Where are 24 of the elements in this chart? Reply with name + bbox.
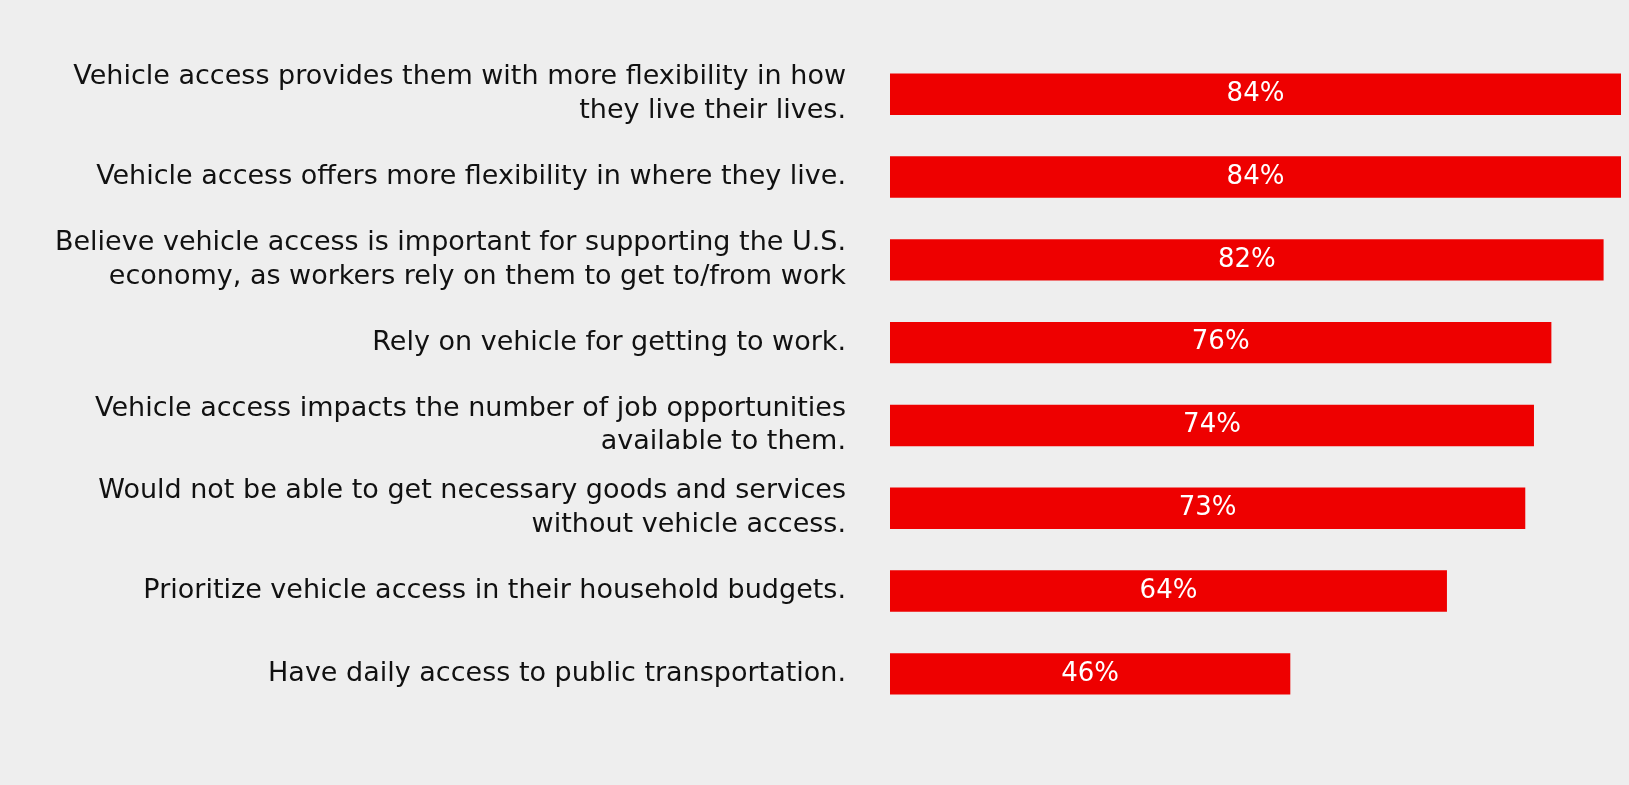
data-label: 64% xyxy=(1139,573,1198,604)
data-label: 46% xyxy=(1061,656,1120,687)
y-tick-label: Prioritize vehicle access in their household budgets. xyxy=(143,573,846,605)
y-tick-label: Believe vehicle access is important for supporting the U.S. economy, as workers rely on them to get to/from work xyxy=(54,225,847,290)
y-tick-label: Vehicle access provides them with more flexibility in how they live their lives. xyxy=(73,59,846,125)
data-label: 84% xyxy=(1226,77,1285,108)
bar xyxy=(890,570,1447,612)
data-label: 73% xyxy=(1178,491,1237,522)
bar xyxy=(890,239,1604,281)
data-label: 74% xyxy=(1183,408,1241,439)
bar xyxy=(890,73,1621,115)
y-tick-label: Would not be able to get necessary goods and services without vehicle access. xyxy=(98,473,846,539)
bar xyxy=(890,487,1526,529)
y-tick-label: Rely on vehicle for getting to work. xyxy=(372,324,846,356)
data-label: 76% xyxy=(1191,325,1250,356)
bar xyxy=(890,156,1621,198)
data-label: 84% xyxy=(1226,159,1285,190)
y-tick-label: Vehicle access offers more flexibility in where they live. xyxy=(96,159,846,191)
y-tick-label: Have daily access to public transportation. xyxy=(268,655,846,687)
bar xyxy=(890,653,1291,695)
bar xyxy=(890,404,1534,447)
y-tick-label: Vehicle access impacts the number of job opportunities available to them. xyxy=(95,390,846,456)
data-label: 82% xyxy=(1217,242,1276,273)
bar xyxy=(890,321,1552,364)
